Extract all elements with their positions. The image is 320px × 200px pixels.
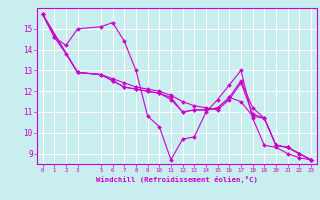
- X-axis label: Windchill (Refroidissement éolien,°C): Windchill (Refroidissement éolien,°C): [96, 176, 258, 183]
